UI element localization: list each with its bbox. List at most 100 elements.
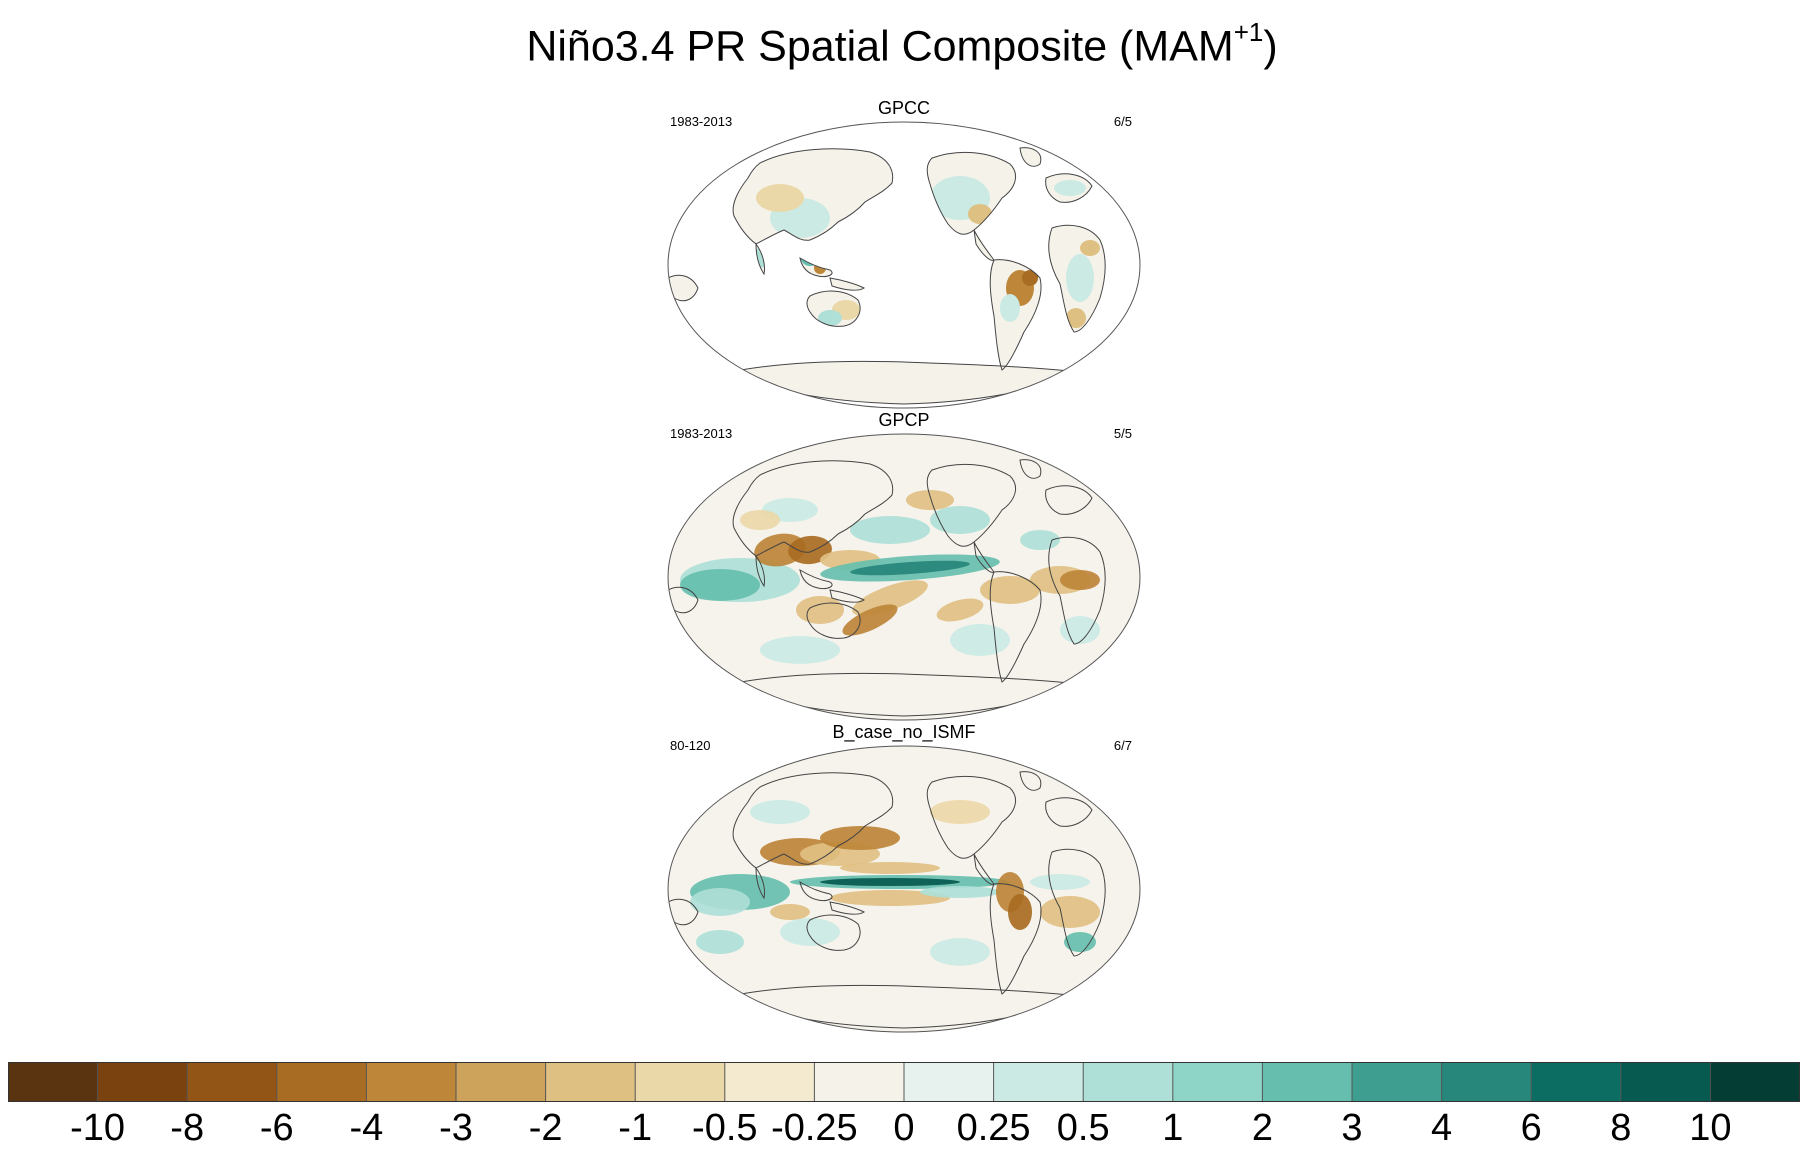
anomaly-patch <box>740 510 780 530</box>
panel-title: GPCP <box>878 410 930 430</box>
anomaly-patch <box>1064 932 1096 952</box>
coastline <box>1048 224 1106 333</box>
coastline <box>829 277 865 291</box>
anomaly-patch <box>830 890 950 906</box>
colorbar-segment <box>1710 1062 1800 1102</box>
anomaly-patch <box>760 636 840 664</box>
anomaly-patch <box>1022 270 1038 286</box>
colorbar-tick-label: -6 <box>259 1107 294 1149</box>
map-panel-b-case-no-ismf: B_case_no_ISMF 80-120 6/7 <box>660 722 1148 1036</box>
anomaly-patch <box>840 862 940 874</box>
colorbar-segment <box>456 1062 547 1102</box>
colorbar-tick-label: 0 <box>893 1107 915 1149</box>
coastline <box>829 589 865 603</box>
anomaly-patch <box>690 888 750 916</box>
globe-map <box>667 433 1141 721</box>
anomaly-patch <box>930 506 990 534</box>
coastline <box>989 259 1042 371</box>
colorbar-tick-label: 8 <box>1610 1107 1632 1149</box>
colorbar-tick-label: -0.25 <box>771 1107 858 1149</box>
colorbar-tick-label: -3 <box>439 1107 473 1149</box>
anomaly-patch <box>930 938 990 966</box>
colorbar-segment <box>1172 1062 1263 1102</box>
anomaly-patch <box>842 604 898 636</box>
colorbar-tick-label: 1 <box>1162 1107 1184 1149</box>
colorbar-segment <box>8 1062 99 1102</box>
anomaly-patch <box>1054 180 1086 196</box>
colorbar-segment <box>1531 1062 1622 1102</box>
anomaly-patch <box>696 930 744 954</box>
anomaly-patch <box>950 624 1010 656</box>
globe-map <box>667 121 1141 409</box>
colorbar-segment <box>97 1062 188 1102</box>
panel-count: 5/5 <box>1113 426 1132 441</box>
coastline <box>1019 771 1042 791</box>
colorbar-segment <box>276 1062 367 1102</box>
panel-count: 6/7 <box>1113 738 1132 753</box>
map-panel-gpcp: GPCP 1983-2013 5/5 <box>660 410 1148 724</box>
coastline <box>1048 536 1106 645</box>
colorbar-tick-label: -1 <box>618 1107 653 1149</box>
anomaly-patch <box>680 569 760 601</box>
colorbar-segment <box>366 1062 457 1102</box>
coastline <box>1045 485 1093 515</box>
colorbar-tick-label: 2 <box>1251 1107 1273 1149</box>
coastline <box>755 554 765 588</box>
colorbar-segment <box>187 1062 278 1102</box>
coastline <box>1045 173 1093 203</box>
coastline <box>989 571 1042 683</box>
anomaly-patch <box>1020 530 1060 550</box>
anomaly-patch <box>930 800 990 824</box>
colorbar-tick-label: -2 <box>528 1107 563 1149</box>
map-border <box>667 745 1141 1033</box>
anomaly-patch <box>980 576 1040 604</box>
anomaly-patch <box>936 598 984 622</box>
anomaly-patch <box>780 918 840 946</box>
anomaly-patch <box>1060 570 1100 590</box>
coastline <box>799 880 833 901</box>
coastline <box>806 602 861 639</box>
anomaly-patch <box>818 310 842 326</box>
globe-map <box>667 745 1141 1033</box>
anomaly-patch <box>906 490 954 510</box>
map-panel-gpcc: GPCC 1983-2013 6/5 <box>660 98 1148 412</box>
colorbar-tick-label: 0.25 <box>956 1107 1031 1149</box>
colorbar-tick-label: -10 <box>70 1107 126 1149</box>
anomaly-patch <box>820 878 960 886</box>
anomaly-patch <box>796 596 844 624</box>
coastline <box>668 274 699 302</box>
anomaly-patch <box>1040 896 1100 928</box>
colorbar-segment <box>1441 1062 1532 1102</box>
anomaly-patch <box>1066 308 1086 328</box>
anomaly-patch <box>1080 240 1100 256</box>
coastline <box>1048 848 1106 957</box>
coastline <box>732 460 894 557</box>
coastline <box>755 866 765 900</box>
colorbar-segment <box>1352 1062 1443 1102</box>
coastline <box>1045 797 1093 827</box>
panel-period: 1983-2013 <box>670 114 733 129</box>
colorbar-tick-label: 3 <box>1341 1107 1363 1149</box>
title-superscript: +1 <box>1233 17 1264 47</box>
figure-title: Niño3.4 PR Spatial Composite (MAM+1) <box>0 8 1804 74</box>
title-text: Niño3.4 PR Spatial Composite (MAM <box>526 22 1234 71</box>
anomaly-patch <box>1066 254 1094 302</box>
coastline <box>829 901 865 915</box>
coastline <box>799 568 833 589</box>
anomaly-patch <box>756 184 804 212</box>
coastline <box>806 290 861 327</box>
colorbar-segment <box>1620 1062 1711 1102</box>
anomaly-patch <box>1060 616 1100 644</box>
colorbar-segment <box>635 1062 726 1102</box>
coastline <box>668 586 699 614</box>
colorbar-tick-label: 10 <box>1689 1107 1732 1149</box>
coastline <box>799 256 833 277</box>
colorbar <box>8 1062 1800 1102</box>
anomaly-patch <box>750 800 810 824</box>
colorbar-tick-label: -0.5 <box>692 1107 758 1149</box>
colorbar-segment <box>904 1062 995 1102</box>
colorbar-tick-label: 6 <box>1520 1107 1542 1149</box>
colorbar-segment <box>993 1062 1084 1102</box>
anomaly-patch <box>852 580 928 616</box>
map-border <box>667 433 1141 721</box>
